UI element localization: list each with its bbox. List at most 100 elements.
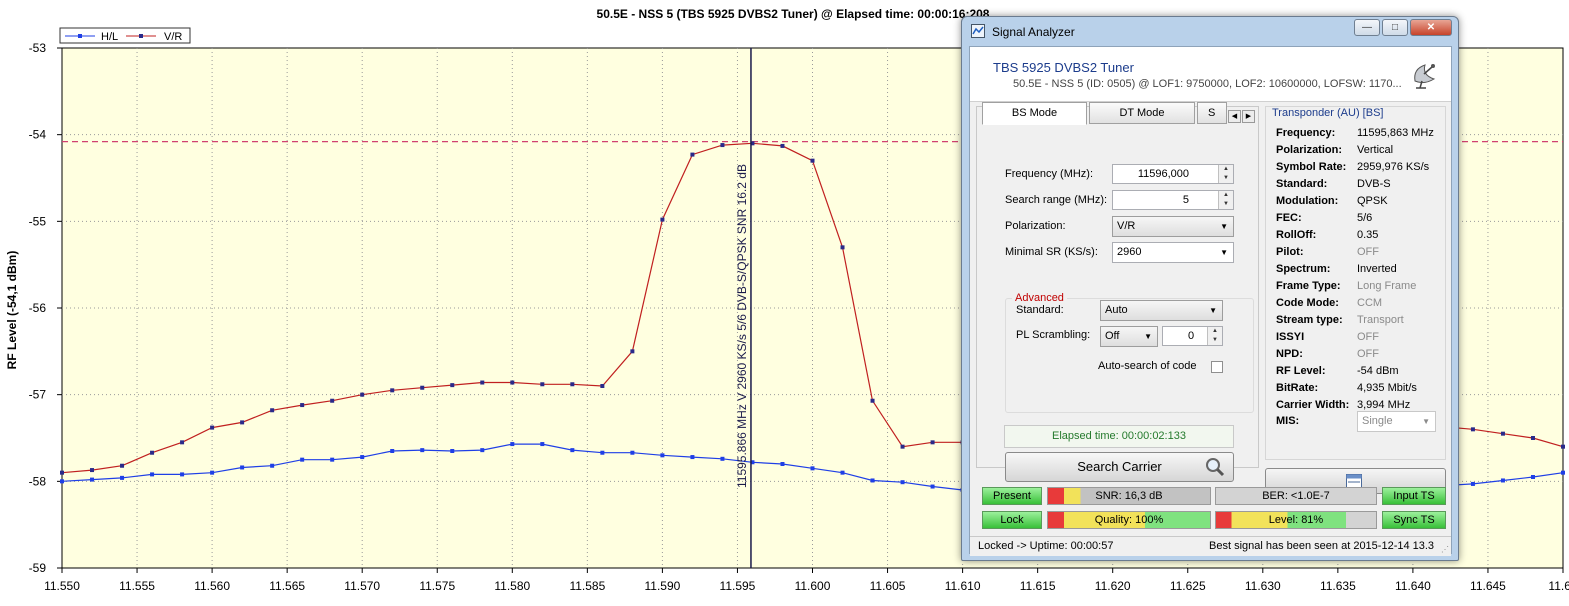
data-point xyxy=(450,383,455,388)
mis-select[interactable]: Single ▼ xyxy=(1357,411,1436,432)
auto-search-checkbox[interactable] xyxy=(1211,361,1223,373)
standard-select[interactable]: Auto ▼ xyxy=(1100,300,1223,321)
transponder-value: OFF xyxy=(1357,331,1379,343)
x-tick-label: 11.625 xyxy=(1170,579,1206,593)
data-point xyxy=(1470,481,1475,486)
tuner-header: TBS 5925 DVBS2 Tuner 50.5E - NSS 5 (ID: … xyxy=(970,47,1451,102)
data-point xyxy=(780,143,785,148)
data-point xyxy=(120,475,125,480)
y-tick-label: -54 xyxy=(29,128,47,142)
chart-title: 50.5E - NSS 5 (TBS 5925 DVBS2 Tuner) @ E… xyxy=(597,7,990,21)
x-tick-label: 11.65 xyxy=(1548,579,1569,593)
maximize-button[interactable]: □ xyxy=(1382,19,1408,36)
mode-panel xyxy=(976,106,1259,468)
mis-label: MIS: xyxy=(1276,415,1300,427)
minimize-button[interactable]: — xyxy=(1354,19,1380,36)
tab-s[interactable]: S xyxy=(1197,102,1227,124)
x-tick-label: 11.600 xyxy=(795,579,831,593)
data-point xyxy=(540,442,545,447)
x-tick-label: 11.615 xyxy=(1020,579,1056,593)
transponder-value: 2959,976 KS/s xyxy=(1357,161,1430,173)
data-point xyxy=(210,470,215,475)
data-point xyxy=(870,398,875,403)
frequency-label: Frequency (MHz): xyxy=(1005,168,1094,180)
legend-vr-marker xyxy=(139,34,143,38)
minimal-sr-select[interactable]: 2960 ▼ xyxy=(1112,242,1234,263)
x-tick-label: 11.555 xyxy=(119,579,155,593)
search-carrier-button[interactable]: Search Carrier xyxy=(1005,452,1234,482)
tab-bs-mode[interactable]: BS Mode xyxy=(982,102,1087,125)
data-point xyxy=(570,382,575,387)
data-point xyxy=(600,450,605,455)
transponder-key: ISSYI xyxy=(1276,331,1305,343)
signal-analyzer-window[interactable]: Signal Analyzer — □ ✕ TBS 5925 DVBS2 Tun… xyxy=(961,16,1459,561)
y-tick-label: -56 xyxy=(29,301,47,315)
data-point xyxy=(930,440,935,445)
pl-scrambling-select[interactable]: Off ▼ xyxy=(1100,326,1158,347)
polarization-value: V/R xyxy=(1117,220,1136,232)
x-tick-label: 11.640 xyxy=(1395,579,1431,593)
transponder-value: 5/6 xyxy=(1357,212,1373,224)
x-tick-label: 11.610 xyxy=(945,579,981,593)
data-point xyxy=(810,158,815,163)
frequency-spinner[interactable]: ▲ ▼ xyxy=(1218,165,1233,183)
level-meter: Level: 81% xyxy=(1215,511,1377,529)
search-range-input[interactable]: 5 ▲ ▼ xyxy=(1112,190,1234,210)
transponder-key: NPD: xyxy=(1276,348,1303,360)
quality-meter-fill xyxy=(1048,512,1210,528)
x-tick-label: 11.595 xyxy=(720,579,756,593)
x-tick-label: 11.585 xyxy=(569,579,605,593)
transponder-value: 0.35 xyxy=(1357,229,1379,241)
x-tick-label: 11.635 xyxy=(1320,579,1356,593)
close-button[interactable]: ✕ xyxy=(1410,19,1452,36)
transponder-value: OFF xyxy=(1357,246,1379,258)
tuner-name: TBS 5925 DVBS2 Tuner xyxy=(993,60,1134,75)
search-range-spinner[interactable]: ▲ ▼ xyxy=(1218,191,1233,209)
transponder-key: FEC: xyxy=(1276,212,1302,224)
chevron-down-icon: ▼ xyxy=(1220,222,1228,231)
level-meter-fill xyxy=(1216,512,1346,528)
title-bar[interactable]: Signal Analyzer — □ ✕ xyxy=(962,17,1458,45)
transponder-key: Spectrum: xyxy=(1276,263,1331,275)
data-point xyxy=(150,450,155,455)
frequency-value: 11596,000 xyxy=(1137,168,1189,180)
data-point xyxy=(690,455,695,460)
minimize-icon: — xyxy=(1362,22,1372,33)
search-range-label: Search range (MHz): xyxy=(1005,194,1108,206)
tab-scroll-right-icon[interactable]: ▶ xyxy=(1242,110,1255,123)
chevron-down-icon: ▼ xyxy=(1144,332,1152,341)
axis-ticks: 11.550 11.555 11.560 11.565 11.570 11.575 11.5… xyxy=(29,41,1569,593)
advanced-group xyxy=(1005,298,1254,413)
data-point xyxy=(1500,478,1505,483)
pl-code-input[interactable]: 0 ▲ ▼ xyxy=(1162,326,1223,346)
x-tick-label: 11.550 xyxy=(44,579,80,593)
input-ts-indicator: Input TS xyxy=(1382,487,1446,505)
tab-scroll-left-icon[interactable]: ◀ xyxy=(1228,110,1241,123)
data-point xyxy=(1500,431,1505,436)
frequency-input[interactable]: 11596,000 ▲ ▼ xyxy=(1112,164,1234,184)
data-point xyxy=(270,408,275,413)
polarization-select[interactable]: V/R ▼ xyxy=(1112,216,1234,237)
data-point xyxy=(390,388,395,393)
data-point xyxy=(840,470,845,475)
pl-code-spinner[interactable]: ▲ ▼ xyxy=(1207,327,1222,345)
data-point xyxy=(420,448,425,453)
resize-grip-icon[interactable]: ⋰ xyxy=(1441,545,1449,554)
transponder-value: 11595,863 MHz xyxy=(1357,127,1434,139)
data-point xyxy=(240,465,245,470)
data-point xyxy=(660,217,665,222)
legend-vr-label: V/R xyxy=(164,31,182,43)
data-point xyxy=(120,463,125,468)
data-point xyxy=(480,380,485,385)
data-point xyxy=(1530,475,1535,479)
transponder-key: Polarization: xyxy=(1276,144,1343,156)
data-point xyxy=(360,392,365,397)
tab-dt-mode[interactable]: DT Mode xyxy=(1089,102,1195,124)
y-tick-label: -57 xyxy=(29,388,47,402)
data-point xyxy=(60,479,64,484)
data-point xyxy=(720,456,725,461)
transponder-value: Long Frame xyxy=(1357,280,1417,292)
window-title: Signal Analyzer xyxy=(992,25,1075,39)
x-tick-label: 11.645 xyxy=(1470,579,1506,593)
data-point xyxy=(360,455,365,460)
